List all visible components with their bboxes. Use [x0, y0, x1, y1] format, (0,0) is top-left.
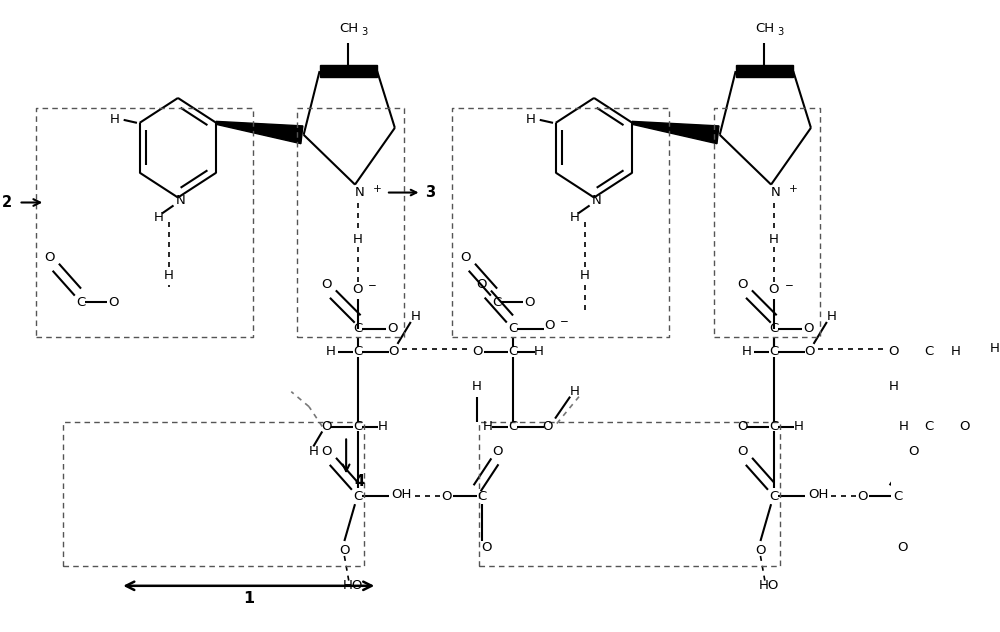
Text: O: O	[897, 542, 907, 554]
Text: C: C	[492, 296, 501, 308]
Text: H: H	[472, 380, 482, 393]
Text: 3: 3	[361, 27, 367, 37]
Text: N: N	[771, 186, 780, 199]
Polygon shape	[736, 65, 793, 77]
Text: C: C	[769, 420, 778, 433]
Text: H: H	[326, 345, 336, 358]
Text: HO: HO	[343, 580, 363, 592]
Text: O: O	[108, 296, 119, 308]
Text: C: C	[353, 420, 362, 433]
Text: H: H	[742, 345, 752, 358]
Text: OH: OH	[392, 488, 412, 501]
Text: O: O	[738, 277, 748, 291]
Text: C: C	[924, 345, 933, 358]
Text: O: O	[492, 445, 503, 458]
Text: O: O	[755, 544, 766, 557]
Text: O: O	[352, 283, 363, 296]
Text: H: H	[483, 420, 493, 433]
Text: H: H	[950, 345, 960, 358]
Text: O: O	[476, 277, 487, 291]
Text: O: O	[959, 420, 969, 433]
Text: H: H	[580, 269, 590, 282]
Text: CH: CH	[339, 21, 358, 35]
Text: O: O	[768, 283, 779, 296]
Text: O: O	[738, 420, 748, 433]
Text: OH: OH	[808, 488, 828, 501]
Text: O: O	[888, 345, 899, 358]
Text: N: N	[176, 194, 185, 207]
Text: O: O	[524, 296, 535, 308]
Text: −: −	[784, 281, 793, 291]
Polygon shape	[632, 121, 719, 143]
Text: O: O	[387, 322, 397, 336]
Text: O: O	[44, 251, 55, 264]
Text: 1: 1	[243, 592, 254, 606]
Text: O: O	[804, 345, 814, 358]
Text: C: C	[353, 490, 362, 502]
Text: O: O	[460, 251, 471, 264]
Text: C: C	[353, 322, 362, 336]
Text: 3: 3	[777, 27, 784, 37]
Text: H: H	[899, 420, 909, 433]
Text: H: H	[534, 345, 544, 358]
Text: O: O	[321, 277, 332, 291]
Text: O: O	[472, 345, 482, 358]
Text: H: H	[826, 310, 836, 324]
Text: H: H	[353, 233, 363, 246]
Text: −: −	[368, 281, 377, 291]
Text: H: H	[378, 420, 387, 433]
Text: H: H	[110, 113, 120, 126]
Text: O: O	[543, 420, 553, 433]
Text: O: O	[321, 445, 332, 458]
Text: C: C	[508, 420, 517, 433]
Text: −: −	[560, 317, 568, 327]
Text: H: H	[526, 113, 536, 126]
Text: N: N	[355, 186, 364, 199]
Text: O: O	[481, 542, 491, 554]
Text: C: C	[508, 322, 517, 336]
Text: H: H	[570, 385, 579, 398]
Text: +: +	[789, 183, 798, 193]
Text: H: H	[308, 445, 318, 458]
Text: O: O	[738, 445, 748, 458]
Text: H: H	[888, 380, 898, 393]
Text: O: O	[388, 345, 398, 358]
Text: 3: 3	[425, 185, 435, 200]
Text: H: H	[794, 420, 803, 433]
Text: +: +	[373, 183, 382, 193]
Text: H: H	[410, 310, 420, 324]
Text: C: C	[924, 420, 933, 433]
Text: O: O	[441, 490, 451, 502]
Text: C: C	[769, 490, 778, 502]
Text: N: N	[592, 194, 602, 207]
Polygon shape	[216, 121, 303, 143]
Text: C: C	[893, 490, 902, 502]
Text: H: H	[570, 211, 579, 224]
Text: H: H	[769, 233, 779, 246]
Text: H: H	[164, 269, 174, 282]
Text: 2: 2	[2, 195, 12, 210]
Text: HO: HO	[759, 580, 780, 592]
Text: CH: CH	[755, 21, 774, 35]
Text: O: O	[857, 490, 868, 502]
Text: O: O	[545, 319, 555, 332]
Text: C: C	[76, 296, 85, 308]
Text: H: H	[990, 343, 1000, 355]
Polygon shape	[320, 65, 377, 77]
Text: O: O	[321, 420, 332, 433]
Text: O: O	[908, 445, 919, 458]
Text: C: C	[769, 345, 778, 358]
Text: C: C	[477, 490, 486, 502]
Text: C: C	[353, 345, 362, 358]
Text: O: O	[803, 322, 814, 336]
Text: C: C	[508, 345, 517, 358]
Text: H: H	[154, 211, 163, 224]
Text: O: O	[339, 544, 350, 557]
Text: C: C	[769, 322, 778, 336]
Text: 4: 4	[354, 474, 364, 489]
